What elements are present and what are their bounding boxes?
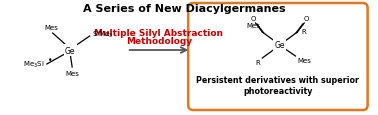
Text: Methodology: Methodology: [126, 37, 192, 46]
Text: R: R: [256, 59, 260, 65]
Text: R: R: [301, 29, 306, 35]
Text: Ge: Ge: [65, 46, 76, 55]
Text: •: •: [48, 56, 52, 65]
Text: Mes: Mes: [45, 25, 59, 31]
Text: Mes: Mes: [65, 70, 79, 76]
Text: SiMe$_3$: SiMe$_3$: [91, 30, 113, 40]
Text: Mes: Mes: [297, 58, 311, 63]
Text: Ge: Ge: [274, 41, 285, 50]
Text: Persistent derivatives with superior
photoreactivity: Persistent derivatives with superior pho…: [197, 76, 359, 95]
Text: O: O: [304, 16, 309, 22]
Text: O: O: [251, 16, 256, 22]
Text: Mes: Mes: [246, 23, 260, 29]
Text: A Series of New Diacylgermanes: A Series of New Diacylgermanes: [83, 4, 286, 14]
Text: Multiple Silyl Abstraction: Multiple Silyl Abstraction: [94, 28, 223, 37]
FancyBboxPatch shape: [188, 4, 367, 110]
Text: Me$_3$Si: Me$_3$Si: [23, 59, 45, 69]
